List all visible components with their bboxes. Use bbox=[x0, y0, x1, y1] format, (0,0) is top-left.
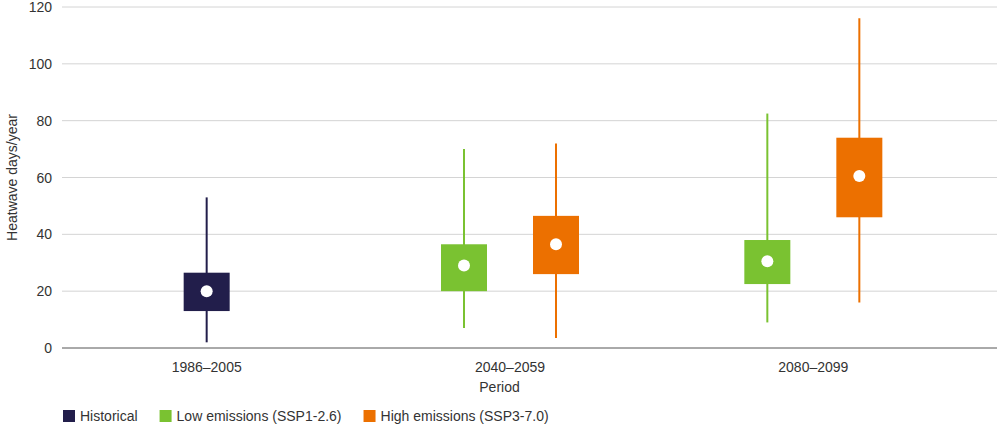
marks bbox=[184, 18, 883, 342]
x-axis-line bbox=[62, 348, 997, 349]
median-marker bbox=[458, 260, 470, 272]
y-tick-label: 80 bbox=[36, 113, 52, 129]
y-tick-label: 0 bbox=[44, 340, 52, 356]
whisker bbox=[463, 149, 465, 328]
box bbox=[744, 240, 790, 284]
legend-label: Low emissions (SSP1-2.6) bbox=[177, 408, 342, 424]
y-tick-label: 120 bbox=[29, 0, 53, 15]
grid-line bbox=[62, 63, 997, 64]
y-tick-label: 60 bbox=[36, 170, 52, 186]
box bbox=[533, 216, 579, 274]
y-tick-label: 20 bbox=[36, 283, 52, 299]
y-tick-label: 40 bbox=[36, 226, 52, 242]
whisker bbox=[206, 197, 208, 342]
box bbox=[441, 244, 487, 291]
legend-label: High emissions (SSP3-7.0) bbox=[381, 408, 549, 424]
whisker bbox=[766, 114, 768, 323]
legend-label: Historical bbox=[80, 408, 138, 424]
legend-swatch bbox=[160, 410, 172, 422]
median-marker bbox=[761, 255, 773, 267]
box bbox=[184, 273, 230, 311]
y-axis-title: Heatwave days/year bbox=[4, 114, 20, 241]
grid-line bbox=[62, 7, 997, 8]
legend-swatch bbox=[63, 410, 75, 422]
x-tick-label: 2080–2099 bbox=[778, 359, 848, 375]
median-marker bbox=[550, 238, 562, 250]
box bbox=[836, 138, 882, 218]
y-tick-label: 100 bbox=[29, 56, 53, 72]
chart: 0 20 40 60 80 100 120 Heatwave days/year Period 1… bbox=[0, 0, 1000, 429]
grid-line bbox=[62, 120, 997, 121]
x-tick-label: 2040–2059 bbox=[475, 359, 545, 375]
legend-swatch bbox=[364, 410, 376, 422]
median-marker bbox=[853, 170, 865, 182]
median-marker bbox=[201, 285, 213, 297]
x-tick-label: 1986–2005 bbox=[172, 359, 242, 375]
grid-line bbox=[62, 234, 997, 235]
x-axis-title: Period bbox=[479, 379, 519, 395]
